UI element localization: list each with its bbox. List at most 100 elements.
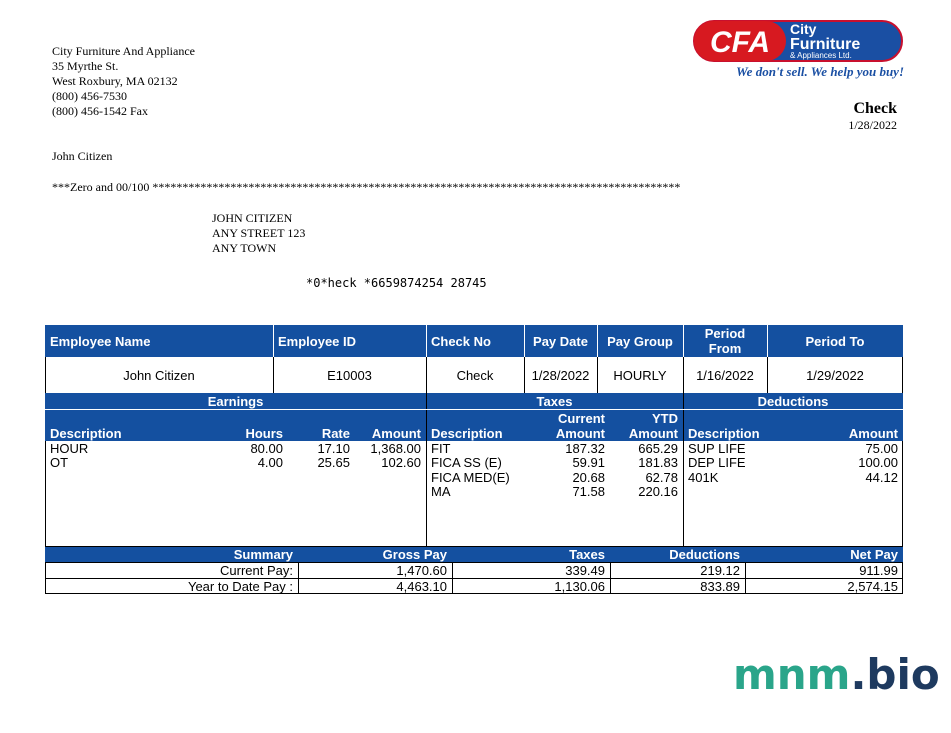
- row-value: 187.32: [565, 440, 605, 456]
- watermark-part: mnm: [733, 650, 851, 699]
- info-value: John Citizen: [123, 367, 195, 383]
- rule: [683, 357, 684, 393]
- row-value: 220.16: [638, 484, 678, 500]
- rule: [45, 546, 903, 547]
- info-header: Employee Name: [45, 325, 273, 357]
- rule: [273, 325, 274, 357]
- row-value: 17.10: [317, 440, 350, 456]
- row-value: FICA SS (E): [431, 455, 502, 471]
- row-value: 665.29: [638, 440, 678, 456]
- row-value: 20.68: [572, 469, 605, 485]
- info-header: Period From: [683, 325, 767, 357]
- totals-header: Taxes: [452, 546, 610, 562]
- micr-line: *0*heck *6659874254 28745: [306, 276, 487, 290]
- info-header: Period To: [767, 325, 903, 357]
- watermark: mnm.bio: [733, 650, 940, 699]
- totals-value: 2,574.15: [847, 578, 898, 594]
- column-header: Current Amount: [524, 409, 610, 441]
- row-value: 100.00: [858, 455, 898, 471]
- column-header: Description: [45, 409, 205, 441]
- company-address: 35 Myrthe St. West Roxbury, MA 02132 (800)…: [52, 59, 178, 119]
- column-header: Amount: [355, 409, 426, 441]
- info-value: 1/29/2022: [806, 367, 864, 383]
- rule: [273, 357, 274, 393]
- address-line: (800) 456-7530: [52, 89, 127, 103]
- totals-value: Current Pay:: [220, 562, 293, 578]
- section-title: Taxes: [426, 393, 683, 409]
- check-title: Check: [853, 100, 897, 117]
- rule: [426, 393, 427, 546]
- logo-name: & Appliances Ltd.: [790, 51, 852, 60]
- row-value: FIT: [431, 440, 451, 456]
- rule: [45, 409, 903, 410]
- info-value: 1/16/2022: [696, 367, 754, 383]
- row-value: 1,368.00: [370, 440, 421, 456]
- row-value: 102.60: [381, 455, 421, 471]
- logo-mark: CFA: [710, 26, 770, 59]
- row-value: 25.65: [317, 455, 350, 471]
- totals-header: Summary: [45, 546, 298, 562]
- row-value: 62.78: [645, 469, 678, 485]
- company-name: City Furniture And Appliance: [52, 44, 195, 58]
- rule: [597, 325, 598, 357]
- row-value: HOUR: [50, 440, 89, 456]
- address-line: (800) 456-1542 Fax: [52, 104, 148, 118]
- info-value: 1/28/2022: [531, 367, 590, 383]
- totals-value: 911.99: [859, 562, 898, 578]
- rule: [426, 325, 427, 357]
- row-value: FICA MED(E): [431, 469, 510, 485]
- totals-value: 219.12: [700, 562, 740, 578]
- mail-address: JOHN CITIZEN ANY STREET 123 ANY TOWN: [212, 211, 305, 256]
- rule: [452, 562, 453, 594]
- row-value: OT: [50, 455, 69, 471]
- address-line: JOHN CITIZEN: [212, 211, 293, 225]
- column-header: YTD Amount: [610, 409, 683, 441]
- section-title: Earnings: [45, 393, 426, 409]
- address-line: 35 Myrthe St.: [52, 59, 119, 73]
- logo-name: City: [790, 21, 817, 37]
- info-header: Check No: [426, 325, 524, 357]
- rule: [683, 393, 684, 546]
- info-value: E10003: [327, 367, 372, 383]
- row-value: 44.12: [865, 469, 898, 485]
- rule: [683, 325, 684, 357]
- row-value: DEP LIFE: [688, 455, 746, 471]
- amount-line: ***Zero and 00/100 *********************…: [52, 180, 681, 194]
- row-value: 401K: [688, 469, 719, 485]
- row-value: 80.00: [250, 440, 283, 456]
- rule: [767, 357, 768, 393]
- column-header: Amount: [771, 409, 903, 441]
- row-value: SUP LIFE: [688, 440, 746, 456]
- rule: [745, 562, 746, 594]
- row-value: 4.00: [257, 455, 283, 471]
- rule: [524, 325, 525, 357]
- totals-header: Gross Pay: [298, 546, 452, 562]
- address-line: ANY TOWN: [212, 241, 277, 255]
- info-header: Pay Group: [597, 325, 683, 357]
- totals-value: 833.89: [700, 578, 740, 594]
- logo-tagline: We don't sell. We help you buy!: [736, 64, 904, 79]
- watermark-part: .bio: [850, 650, 940, 699]
- row-value: 75.00: [865, 440, 898, 456]
- row-value: 59.91: [572, 455, 605, 471]
- column-header: Rate: [288, 409, 355, 441]
- column-header: Hours: [205, 409, 288, 441]
- rule: [767, 325, 768, 357]
- totals-value: 4,463.10: [396, 578, 447, 594]
- rule: [610, 562, 611, 594]
- address-line: West Roxbury, MA 02132: [52, 74, 178, 88]
- totals-value: Year to Date Pay :: [187, 578, 293, 594]
- info-value: HOURLY: [613, 367, 667, 383]
- row-value: 71.58: [572, 484, 605, 500]
- check-date: 1/28/2022: [848, 118, 897, 132]
- rule: [524, 357, 525, 393]
- info-header: Employee ID: [273, 325, 426, 357]
- totals-header: Deductions: [610, 546, 745, 562]
- rule: [426, 357, 427, 393]
- rule: [597, 357, 598, 393]
- totals-value: 1,130.06: [554, 578, 605, 594]
- rule: [45, 578, 903, 579]
- row-value: MA: [431, 484, 451, 500]
- totals-value: 339.49: [565, 562, 605, 578]
